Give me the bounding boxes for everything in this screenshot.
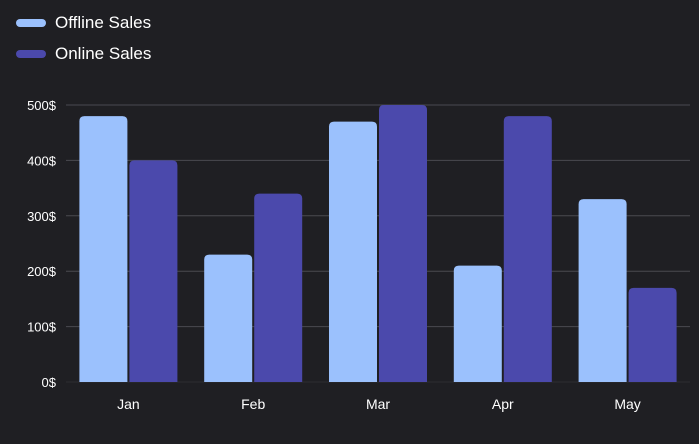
x-tick-label: Mar (366, 396, 390, 412)
legend-item-online-sales[interactable]: Online Sales (16, 43, 151, 65)
legend-item-offline-sales[interactable]: Offline Sales (16, 12, 151, 34)
x-tick-label: Jan (117, 396, 140, 412)
bar-online-sales-feb[interactable] (254, 193, 303, 382)
bar-offline-sales-jan[interactable] (79, 116, 128, 382)
y-tick-label: 200$ (27, 264, 57, 279)
bar-online-sales-may[interactable] (628, 287, 677, 382)
y-tick-label: 300$ (27, 209, 57, 224)
bar-offline-sales-may[interactable] (578, 199, 627, 382)
bar-offline-sales-apr[interactable] (453, 265, 502, 382)
y-tick-label: 500$ (27, 98, 57, 113)
x-tick-label: May (614, 396, 640, 412)
bar-online-sales-jan[interactable] (129, 160, 178, 382)
y-tick-label: 100$ (27, 320, 57, 335)
bar-offline-sales-feb[interactable] (204, 254, 253, 382)
bar-offline-sales-mar[interactable] (329, 121, 377, 383)
legend: Offline Sales Online Sales (16, 12, 151, 74)
legend-swatch-online-sales (16, 50, 46, 58)
legend-swatch-offline-sales (16, 19, 46, 27)
legend-label-offline-sales: Offline Sales (55, 13, 152, 32)
legend-label-online-sales: Online Sales (55, 44, 152, 63)
y-tick-label: 0$ (42, 375, 57, 390)
x-tick-label: Apr (492, 396, 514, 412)
bar-online-sales-mar[interactable] (379, 105, 427, 382)
y-tick-label: 400$ (27, 153, 57, 168)
bar-online-sales-apr[interactable] (503, 116, 552, 382)
x-tick-label: Feb (241, 396, 265, 412)
